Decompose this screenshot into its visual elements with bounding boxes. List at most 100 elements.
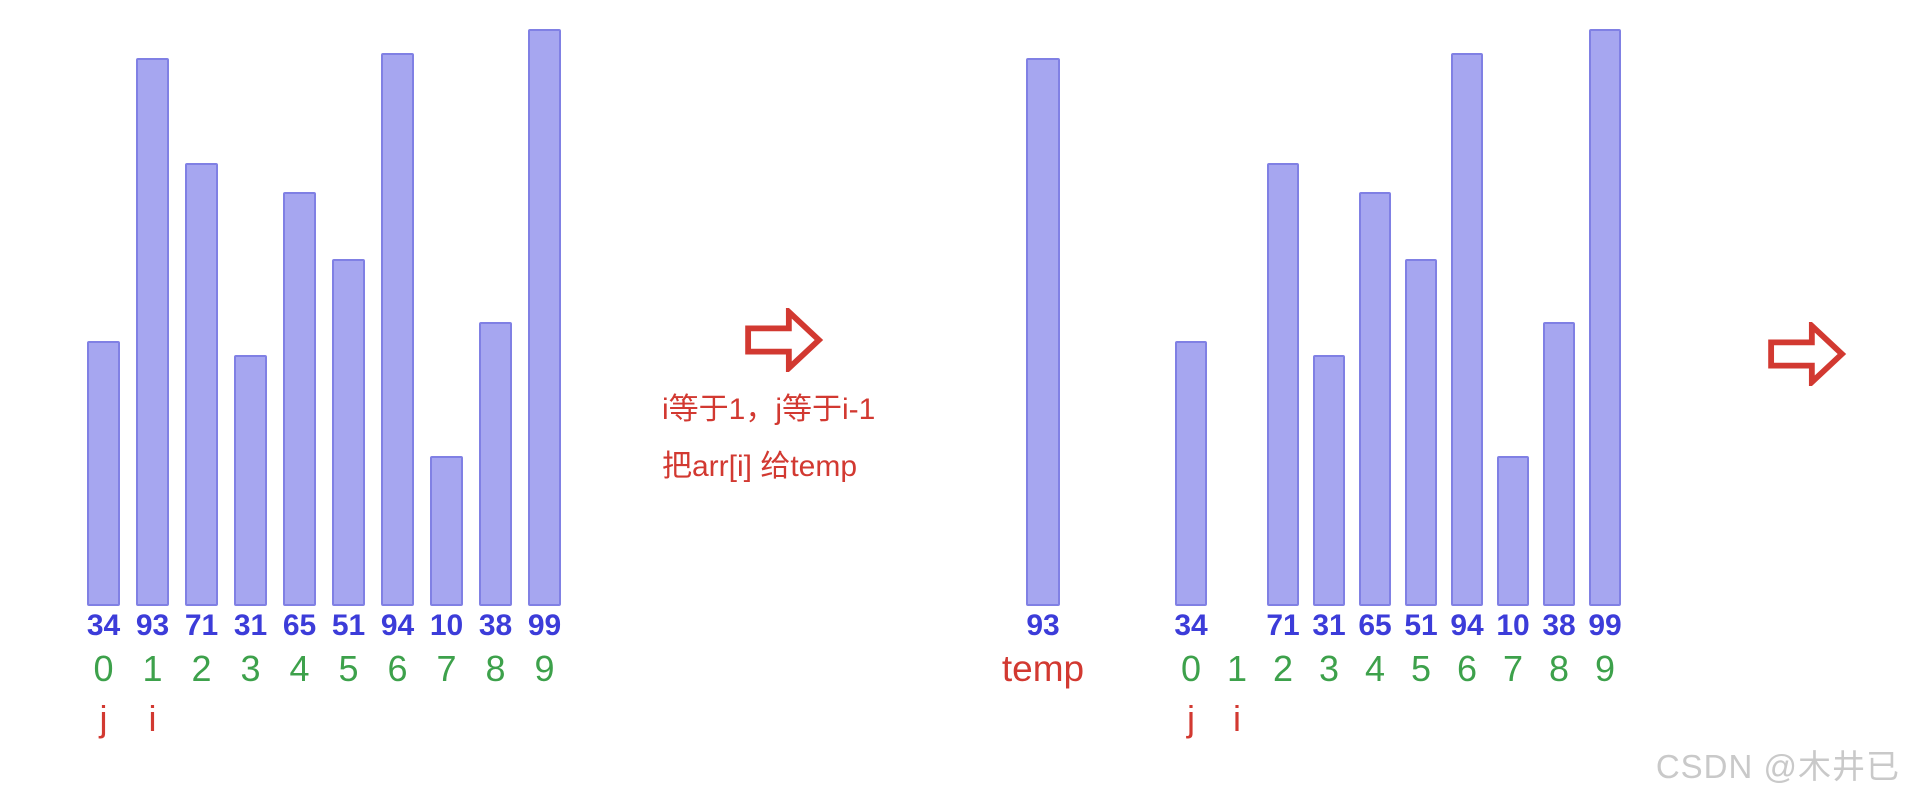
temp-label: temp [1001, 648, 1085, 689]
bar-value-label: 71 [184, 609, 219, 642]
bar-slot [1359, 0, 1391, 606]
bar-value-label: 94 [380, 609, 415, 642]
bar-34 [87, 341, 120, 606]
index-label: 6 [387, 648, 408, 689]
bar-value-label: 38 [478, 609, 513, 642]
index-label: 2 [191, 648, 212, 689]
bar-slot [479, 0, 512, 606]
bar-10 [430, 456, 463, 606]
bar-71 [185, 163, 218, 606]
bar-31 [1313, 355, 1345, 606]
index-label: 2 [1272, 648, 1294, 689]
bar-31 [234, 355, 267, 606]
bar-slot [1589, 0, 1621, 606]
bar-slot [234, 0, 267, 606]
bar-column: 99 9 [528, 0, 561, 742]
bar-93 [136, 58, 169, 606]
array-before-chart: 34 0 j 93 1 i 71 2 31 3 65 4 51 5 94 6 10 7 38 8 99 9 [87, 0, 561, 742]
index-label: 3 [1318, 648, 1340, 689]
bar-value-label: 94 [1450, 609, 1484, 642]
right-arrow-icon [745, 308, 824, 372]
index-label: 5 [1410, 648, 1432, 689]
bar-column: 65 4 [1358, 0, 1392, 742]
bar-slot [1543, 0, 1575, 606]
index-label: 7 [436, 648, 457, 689]
pointer-label: j [99, 698, 108, 739]
bar-99 [528, 29, 561, 606]
bar-column: 34 0 j [1174, 0, 1208, 742]
index-label: 5 [338, 648, 359, 689]
index-label: 1 [142, 648, 163, 689]
bar-slot [430, 0, 463, 606]
annotation-line-1: i等于1，j等于i-1 [662, 393, 876, 426]
bar-column: 10 7 [1496, 0, 1530, 742]
right-arrow-icon [1768, 322, 1847, 386]
bar-value-label: 99 [1588, 609, 1622, 642]
bar-34 [1175, 341, 1207, 606]
bar-10 [1497, 456, 1529, 606]
bar-column: 94 6 [381, 0, 414, 742]
bar-column: 94 6 [1450, 0, 1484, 742]
bar-slot [1497, 0, 1529, 606]
index-label: 9 [1594, 648, 1616, 689]
bar-value-label: 10 [1496, 609, 1530, 642]
pointer-label: j [1187, 698, 1195, 739]
bar-column: 38 8 [479, 0, 512, 742]
index-label: 0 [1180, 648, 1202, 689]
bar-65 [283, 192, 316, 606]
bar-column: 65 4 [283, 0, 316, 742]
bar-column: 31 3 [1312, 0, 1346, 742]
bar-38 [479, 322, 512, 606]
bar-99 [1589, 29, 1621, 606]
bar-71 [1267, 163, 1299, 606]
bar-column: 38 8 [1542, 0, 1576, 742]
index-label: 4 [289, 648, 310, 689]
bar-slot [381, 0, 414, 606]
bar-value-label: 31 [1312, 609, 1346, 642]
index-label: 9 [534, 648, 555, 689]
bar-value-label: 51 [331, 609, 366, 642]
bar-slot [1313, 0, 1345, 606]
index-label: 8 [485, 648, 506, 689]
bar-slot [1267, 0, 1299, 606]
bar-slot [1026, 0, 1060, 606]
bar-value-label: 99 [527, 609, 562, 642]
bar-value-label: 10 [429, 609, 464, 642]
bar-value-label: 34 [1174, 609, 1208, 642]
bar-value-label: 65 [1358, 609, 1392, 642]
bar-51 [332, 259, 365, 606]
array-after-chart: 34 0 j 1 i 71 2 31 3 65 4 51 5 94 6 10 7 38 8 99 9 [1174, 0, 1622, 742]
bar-column: 93 1 i [136, 0, 169, 742]
index-label: 7 [1502, 648, 1524, 689]
bar-column: 31 3 [234, 0, 267, 742]
bar-value-label: 93 [1026, 609, 1060, 642]
bar-slot [528, 0, 561, 606]
index-label: 0 [93, 648, 114, 689]
bar-value-label: 65 [282, 609, 317, 642]
pointer-label: i [148, 698, 157, 739]
bar-value-label: 71 [1266, 609, 1300, 642]
bar-slot [1175, 0, 1207, 606]
bar-column: 34 0 j [87, 0, 120, 742]
bar-slot [1451, 0, 1483, 606]
csdn-watermark: CSDN @木井已 [1655, 748, 1900, 785]
bar-slot [1405, 0, 1437, 606]
pointer-label: i [1233, 698, 1241, 739]
bar-value-label: 93 [135, 609, 170, 642]
bar-slot [136, 0, 169, 606]
bar-column: 71 2 [185, 0, 218, 742]
index-label: 3 [240, 648, 261, 689]
index-label: 4 [1364, 648, 1386, 689]
bar-value-label: 31 [233, 609, 268, 642]
bar-slot [87, 0, 120, 606]
bar-value-label: 51 [1404, 609, 1438, 642]
empty-bar-slot [1221, 0, 1253, 606]
bar-slot [332, 0, 365, 606]
bar-column: 51 5 [1404, 0, 1438, 742]
temp-variable-chart: 93 temp [1002, 0, 1084, 742]
bar-column: 99 9 [1588, 0, 1622, 742]
index-label: 6 [1456, 648, 1478, 689]
bar-slot [185, 0, 218, 606]
bar-94 [381, 53, 414, 606]
